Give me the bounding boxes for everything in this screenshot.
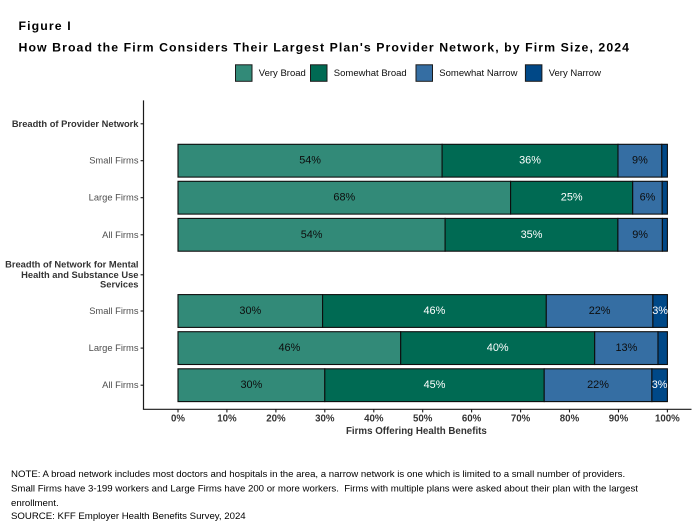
svg-text:60%: 60%	[462, 414, 482, 425]
svg-text:Very Broad: Very Broad	[259, 68, 306, 79]
svg-text:100%: 100%	[655, 414, 680, 425]
svg-text:10%: 10%	[217, 414, 237, 425]
svg-text:All Firms: All Firms	[102, 380, 139, 390]
svg-text:70%: 70%	[511, 414, 531, 425]
svg-text:30%: 30%	[239, 305, 261, 317]
svg-text:68%: 68%	[333, 192, 355, 204]
svg-text:Small Firms have 3-199 workers: Small Firms have 3-199 workers and Large…	[11, 484, 638, 495]
svg-text:Small Firms: Small Firms	[89, 306, 139, 316]
svg-text:50%: 50%	[413, 414, 433, 425]
svg-text:46%: 46%	[278, 342, 300, 354]
svg-text:0%: 0%	[171, 414, 185, 425]
svg-text:enrollment.: enrollment.	[11, 498, 59, 509]
svg-text:Breadth of Provider Network: Breadth of Provider Network	[12, 119, 139, 129]
svg-text:30%: 30%	[240, 379, 262, 391]
svg-text:3%: 3%	[652, 379, 668, 391]
svg-text:Firms Offering Health Benefits: Firms Offering Health Benefits	[346, 426, 487, 437]
svg-text:46%: 46%	[423, 305, 445, 317]
svg-text:Very Narrow: Very Narrow	[549, 68, 601, 79]
svg-text:Health and Substance Use: Health and Substance Use	[21, 270, 138, 280]
svg-text:Large Firms: Large Firms	[89, 193, 139, 203]
svg-text:Small Firms: Small Firms	[89, 156, 139, 166]
svg-text:30%: 30%	[315, 414, 335, 425]
svg-text:22%: 22%	[589, 305, 611, 317]
svg-text:36%: 36%	[519, 155, 541, 167]
svg-text:Somewhat Broad: Somewhat Broad	[334, 68, 407, 79]
svg-text:Figure I: Figure I	[19, 19, 72, 33]
svg-text:All Firms: All Firms	[102, 230, 139, 240]
svg-text:6%: 6%	[640, 192, 656, 204]
svg-text:13%: 13%	[615, 342, 637, 354]
svg-text:80%: 80%	[560, 414, 580, 425]
svg-text:9%: 9%	[632, 229, 648, 241]
svg-text:Large Firms: Large Firms	[89, 343, 139, 353]
svg-text:22%: 22%	[587, 379, 609, 391]
svg-text:20%: 20%	[266, 414, 286, 425]
svg-text:Breadth of Network for Mental: Breadth of Network for Mental	[5, 260, 138, 270]
svg-text:90%: 90%	[609, 414, 629, 425]
svg-text:SOURCE: KFF Employer Health Be: SOURCE: KFF Employer Health Benefits Sur…	[11, 511, 246, 522]
svg-text:How Broad the Firm Considers T: How Broad the Firm Considers Their Large…	[19, 41, 631, 55]
svg-text:9%: 9%	[632, 155, 648, 167]
svg-text:NOTE: A broad network includes: NOTE: A broad network includes most doct…	[11, 469, 625, 480]
svg-text:45%: 45%	[424, 379, 446, 391]
svg-text:Somewhat Narrow: Somewhat Narrow	[439, 68, 517, 79]
svg-text:3%: 3%	[652, 305, 668, 317]
svg-text:40%: 40%	[364, 414, 384, 425]
svg-text:40%: 40%	[487, 342, 509, 354]
svg-text:Services: Services	[100, 280, 138, 290]
svg-text:25%: 25%	[561, 192, 583, 204]
svg-text:54%: 54%	[299, 155, 321, 167]
svg-text:54%: 54%	[301, 229, 323, 241]
svg-text:35%: 35%	[521, 229, 543, 241]
